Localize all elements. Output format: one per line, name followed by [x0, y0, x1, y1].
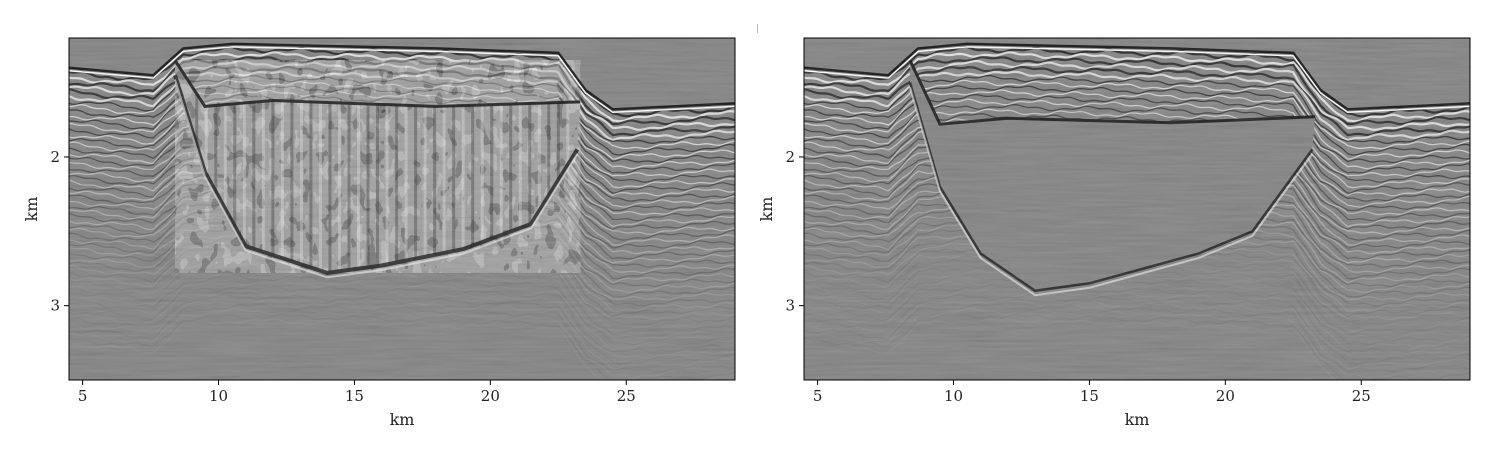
x-tick-label: 10	[944, 387, 963, 405]
y-axis-label: km	[22, 197, 41, 222]
y-tick-label: 2	[50, 148, 60, 166]
noise-texture	[69, 38, 735, 380]
panel-right: 5 10 15 20 25 2 3 km km	[757, 37, 1471, 429]
plot-frame	[68, 37, 736, 381]
x-axis-label: km	[390, 410, 415, 429]
x-tick-label: 25	[1352, 387, 1371, 405]
plot-frame	[803, 37, 1471, 381]
x-tick-label: 25	[617, 387, 636, 405]
seismic-image	[69, 38, 735, 380]
x-tick-label: 20	[481, 387, 500, 405]
x-tick-label: 10	[209, 387, 228, 405]
y-tick-label: 2	[785, 148, 795, 166]
noise-texture	[804, 38, 1470, 380]
x-axis-label: km	[1125, 410, 1150, 429]
x-tick-label: 5	[813, 387, 823, 405]
panel-left: 5 10 15 20 25 2 3 km km	[22, 37, 736, 429]
seismic-image	[804, 38, 1470, 380]
y-tick-label: 3	[785, 297, 795, 315]
x-tick-label: 5	[78, 387, 88, 405]
x-tick-label: 15	[345, 387, 364, 405]
x-tick-label: 15	[1080, 387, 1099, 405]
y-axis-label: km	[757, 197, 776, 222]
y-tick-label: 3	[50, 297, 60, 315]
x-tick-label: 20	[1216, 387, 1235, 405]
